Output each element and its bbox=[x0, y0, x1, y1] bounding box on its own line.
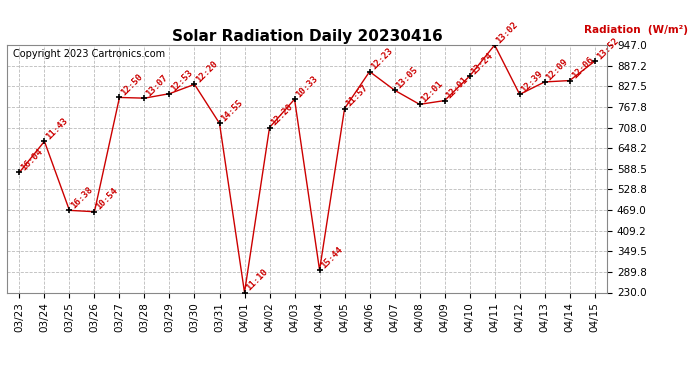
Text: 10:33: 10:33 bbox=[295, 74, 320, 99]
Text: 12:53: 12:53 bbox=[170, 68, 195, 94]
Text: 12:39: 12:39 bbox=[520, 69, 545, 94]
Text: 12:09: 12:09 bbox=[544, 57, 570, 82]
Text: 14:55: 14:55 bbox=[219, 98, 245, 123]
Text: 12:20: 12:20 bbox=[195, 59, 220, 84]
Text: 11:10: 11:10 bbox=[244, 267, 270, 292]
Text: 12:01: 12:01 bbox=[444, 75, 470, 100]
Title: Solar Radiation Daily 20230416: Solar Radiation Daily 20230416 bbox=[172, 29, 442, 44]
Text: Radiation  (W/m²): Radiation (W/m²) bbox=[584, 25, 688, 35]
Text: 12:01: 12:01 bbox=[420, 79, 445, 104]
Text: 12:20: 12:20 bbox=[270, 102, 295, 128]
Text: 12:06: 12:06 bbox=[570, 55, 595, 81]
Text: 10:54: 10:54 bbox=[95, 186, 120, 212]
Text: 15:44: 15:44 bbox=[319, 245, 345, 270]
Text: 16:04: 16:04 bbox=[19, 147, 45, 172]
Text: 11:43: 11:43 bbox=[44, 116, 70, 141]
Text: Copyright 2023 Cartronics.com: Copyright 2023 Cartronics.com bbox=[13, 49, 165, 59]
Text: 12:50: 12:50 bbox=[119, 72, 145, 98]
Text: 11:57: 11:57 bbox=[344, 83, 370, 108]
Text: 13:02: 13:02 bbox=[495, 20, 520, 45]
Text: 13:52: 13:52 bbox=[595, 36, 620, 61]
Text: 12:23: 12:23 bbox=[370, 46, 395, 72]
Text: 13:07: 13:07 bbox=[144, 73, 170, 98]
Text: 16:38: 16:38 bbox=[70, 185, 95, 210]
Text: 13:05: 13:05 bbox=[395, 65, 420, 90]
Text: 13:24: 13:24 bbox=[470, 51, 495, 76]
